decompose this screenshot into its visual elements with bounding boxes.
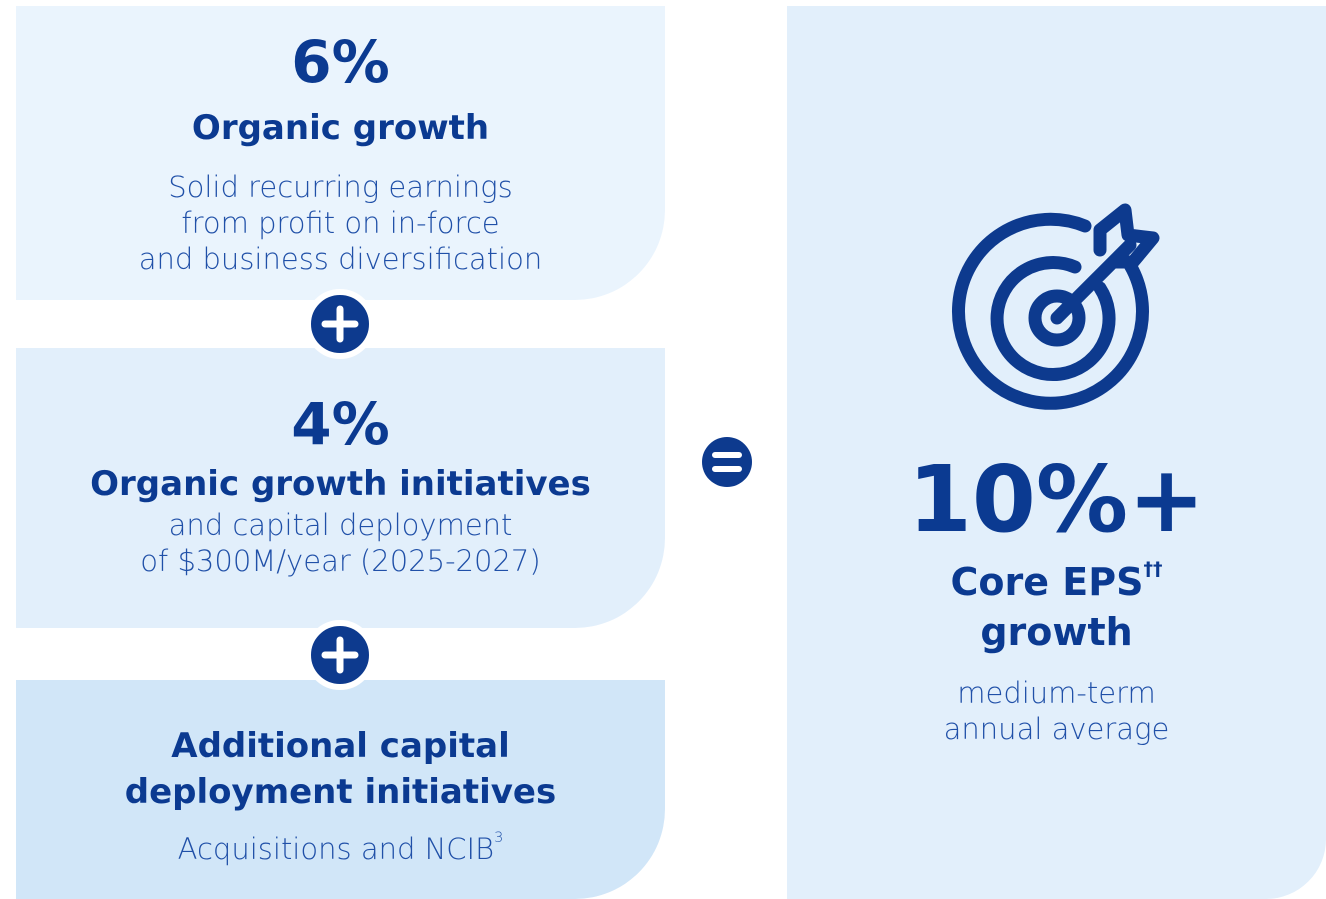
block-desc: and business diversification (138, 242, 543, 276)
block-desc: of $300M/year (2025-2027) (140, 544, 541, 578)
result-title: Core EPS†† (787, 558, 1326, 604)
equals-icon (702, 437, 752, 487)
title-text: Core EPS (950, 560, 1144, 604)
block-title: Organic growth initiatives (90, 464, 591, 504)
result-desc: annual average (943, 712, 1170, 746)
block-title: Additional capital (171, 726, 510, 766)
result-value: 10%+ (907, 446, 1206, 553)
block-desc: and capital deployment (168, 508, 513, 542)
block-value: 6% (291, 28, 390, 96)
block-title: deployment initiatives (124, 772, 557, 812)
block-desc: Acquisitions and NCIB3 (16, 830, 665, 866)
block-1: 6% Organic growth Solid recurring earnin… (16, 6, 665, 300)
plus-icon (305, 289, 375, 359)
block-desc: from profit on in-force (181, 206, 500, 240)
footnote: †† (1143, 558, 1163, 580)
desc-text: Acquisitions and NCIB (177, 832, 495, 866)
plus-icon (305, 620, 375, 690)
block-title: Organic growth (191, 108, 490, 148)
result-desc: medium-term (957, 676, 1156, 710)
result-title: growth (980, 610, 1133, 654)
result-panel: 10%+ Core EPS†† growth medium-term annua… (787, 6, 1326, 899)
block-3: Additional capital deployment initiative… (16, 680, 665, 899)
footnote: 3 (494, 830, 504, 846)
block-2: 4% Organic growth initiatives and capita… (16, 348, 665, 628)
block-value: 4% (291, 390, 390, 458)
block-desc: Solid recurring earnings (168, 170, 513, 204)
